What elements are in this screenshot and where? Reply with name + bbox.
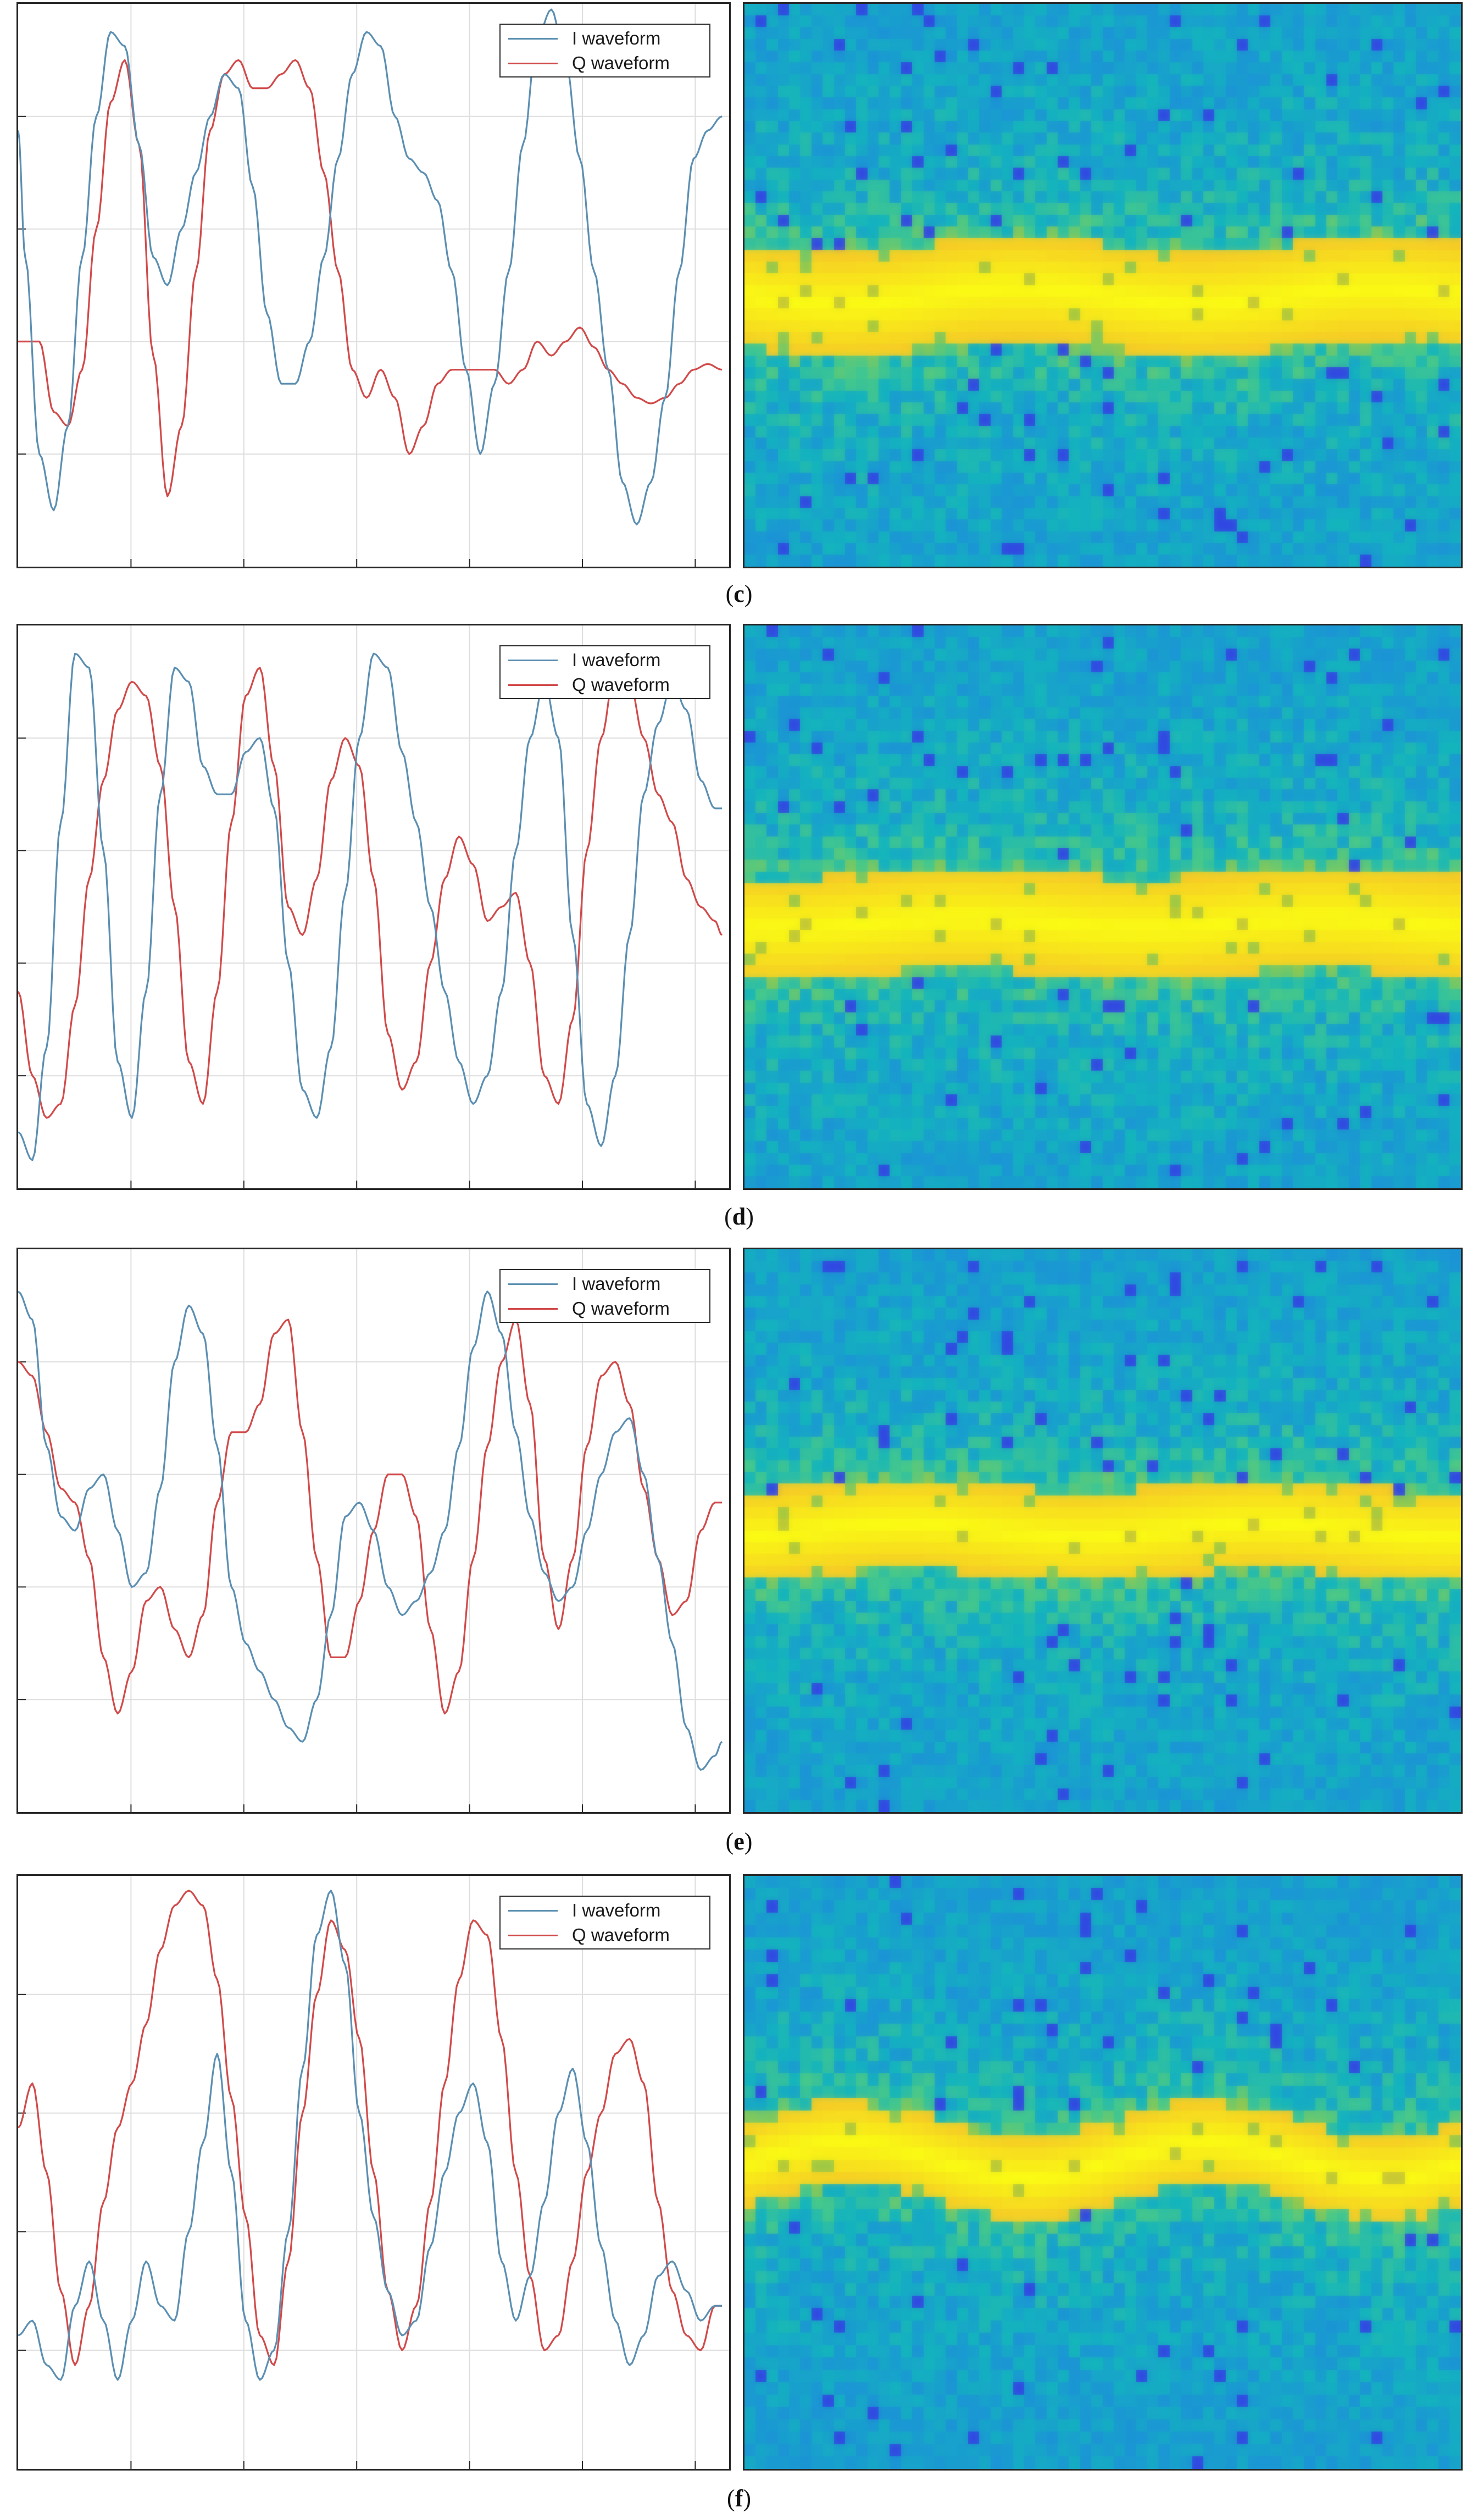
q-waveform-swatch	[508, 1308, 558, 1310]
i-waveform-line	[18, 1291, 723, 1771]
q-waveform-line	[18, 1319, 723, 1715]
legend-i-label: I waveform	[572, 28, 661, 48]
q-waveform-line	[18, 667, 723, 1119]
q-waveform-line	[18, 1890, 723, 2366]
waveform-svg-f	[18, 1876, 729, 2469]
i-waveform-swatch	[508, 1910, 558, 1912]
legend-i-label: I waveform	[572, 650, 661, 670]
i-waveform-swatch	[508, 38, 558, 40]
figure-row-e: I waveform Q waveform (e)	[0, 1248, 1478, 1869]
spectrogram-e	[743, 1248, 1463, 1814]
waveform-plot-f: I waveform Q waveform	[16, 1874, 731, 2471]
legend-q-label: Q waveform	[572, 674, 670, 695]
legend-i-label: I waveform	[572, 1273, 661, 1294]
i-waveform-swatch	[508, 660, 558, 661]
legend-e: I waveform Q waveform	[499, 1269, 710, 1323]
q-waveform-line	[18, 59, 723, 497]
spectrogram-canvas-e	[744, 1249, 1461, 1812]
i-waveform-swatch	[508, 1283, 558, 1285]
waveform-svg-e	[18, 1249, 729, 1812]
i-waveform-line	[18, 1890, 723, 2381]
caption-f: (f)	[727, 2485, 751, 2512]
spectrogram-canvas-f	[744, 1876, 1461, 2469]
waveform-svg-c	[18, 4, 729, 567]
legend-f: I waveform Q waveform	[499, 1896, 710, 1949]
spectrogram-canvas-d	[744, 625, 1461, 1188]
waveform-svg-d	[18, 625, 729, 1188]
i-waveform-line	[18, 8, 723, 525]
caption-e: (e)	[725, 1828, 753, 1855]
waveform-plot-e: I waveform Q waveform	[16, 1248, 731, 1814]
q-waveform-swatch	[508, 1935, 558, 1936]
q-waveform-swatch	[508, 684, 558, 686]
figure-row-f: I waveform Q waveform (f)	[0, 1874, 1478, 2520]
figure-row-c: I waveform Q waveform (c)	[0, 0, 1478, 621]
spectrogram-c	[743, 2, 1463, 568]
caption-c: (c)	[725, 580, 753, 607]
q-waveform-swatch	[508, 63, 558, 64]
waveform-plot-d: I waveform Q waveform	[16, 624, 731, 1190]
spectrogram-f	[743, 1874, 1463, 2471]
spectrogram-canvas-c	[744, 4, 1461, 567]
legend-q-label: Q waveform	[572, 53, 670, 73]
waveform-plot-c: I waveform Q waveform	[16, 2, 731, 568]
legend-i-label: I waveform	[572, 1900, 661, 1920]
i-waveform-line	[18, 652, 723, 1161]
legend-q-label: Q waveform	[572, 1298, 670, 1319]
figure-row-d: I waveform Q waveform (d)	[0, 624, 1478, 1245]
legend-q-label: Q waveform	[572, 1925, 670, 1945]
legend-d: I waveform Q waveform	[499, 645, 710, 699]
caption-d: (d)	[724, 1203, 754, 1230]
spectrogram-d	[743, 624, 1463, 1190]
legend-c: I waveform Q waveform	[499, 24, 710, 77]
